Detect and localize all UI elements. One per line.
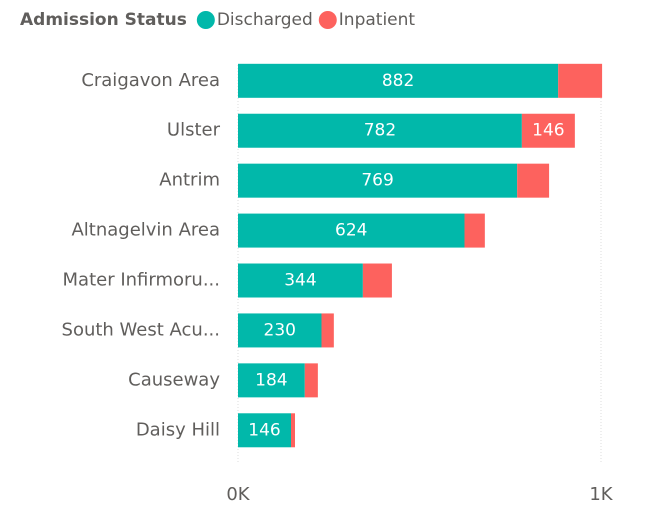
bar-segment	[238, 363, 305, 398]
x-tick-label: 1K	[589, 484, 613, 505]
category-label: Causeway	[128, 369, 220, 390]
bar-segment	[238, 63, 559, 98]
category-label: Craigavon Area	[81, 70, 220, 91]
data-label: 782	[364, 121, 396, 141]
x-tick-label: 0K	[226, 484, 250, 505]
data-label: 882	[382, 71, 414, 91]
bar-segment	[362, 263, 392, 298]
legend-marker	[318, 11, 337, 29]
data-label: 230	[264, 320, 296, 340]
category-label: Antrim	[159, 170, 220, 191]
bar-segment	[321, 313, 334, 348]
category-label: South West Acu...	[62, 319, 220, 340]
category-label: Mater Infirmoru...	[63, 270, 220, 291]
bar-segment	[238, 213, 465, 248]
bar-segment	[238, 163, 518, 198]
bar-segment	[238, 313, 322, 348]
data-label: 184	[255, 370, 287, 390]
data-label: 624	[335, 221, 367, 241]
category-label: Daisy Hill	[136, 419, 220, 440]
bar-segment	[238, 413, 291, 448]
bar-segment	[290, 413, 295, 448]
data-label: 146	[248, 420, 280, 440]
legend-label: Inpatient	[339, 10, 416, 30]
data-label: 146	[532, 121, 564, 141]
bar-segment	[517, 163, 550, 198]
legend-marker	[196, 11, 215, 29]
bar-segment	[238, 113, 522, 148]
bar-segment	[304, 363, 318, 398]
category-label: Altnagelvin Area	[71, 220, 220, 241]
legend-title: Admission Status	[20, 10, 187, 30]
bar-segment	[238, 263, 363, 298]
bar-segment	[464, 213, 485, 248]
data-label: 769	[361, 171, 393, 191]
category-label: Ulster	[167, 120, 221, 141]
bar-segment	[521, 113, 575, 148]
data-label: 344	[284, 271, 316, 291]
bar-segment	[558, 63, 603, 98]
legend-label: Discharged	[217, 10, 313, 30]
